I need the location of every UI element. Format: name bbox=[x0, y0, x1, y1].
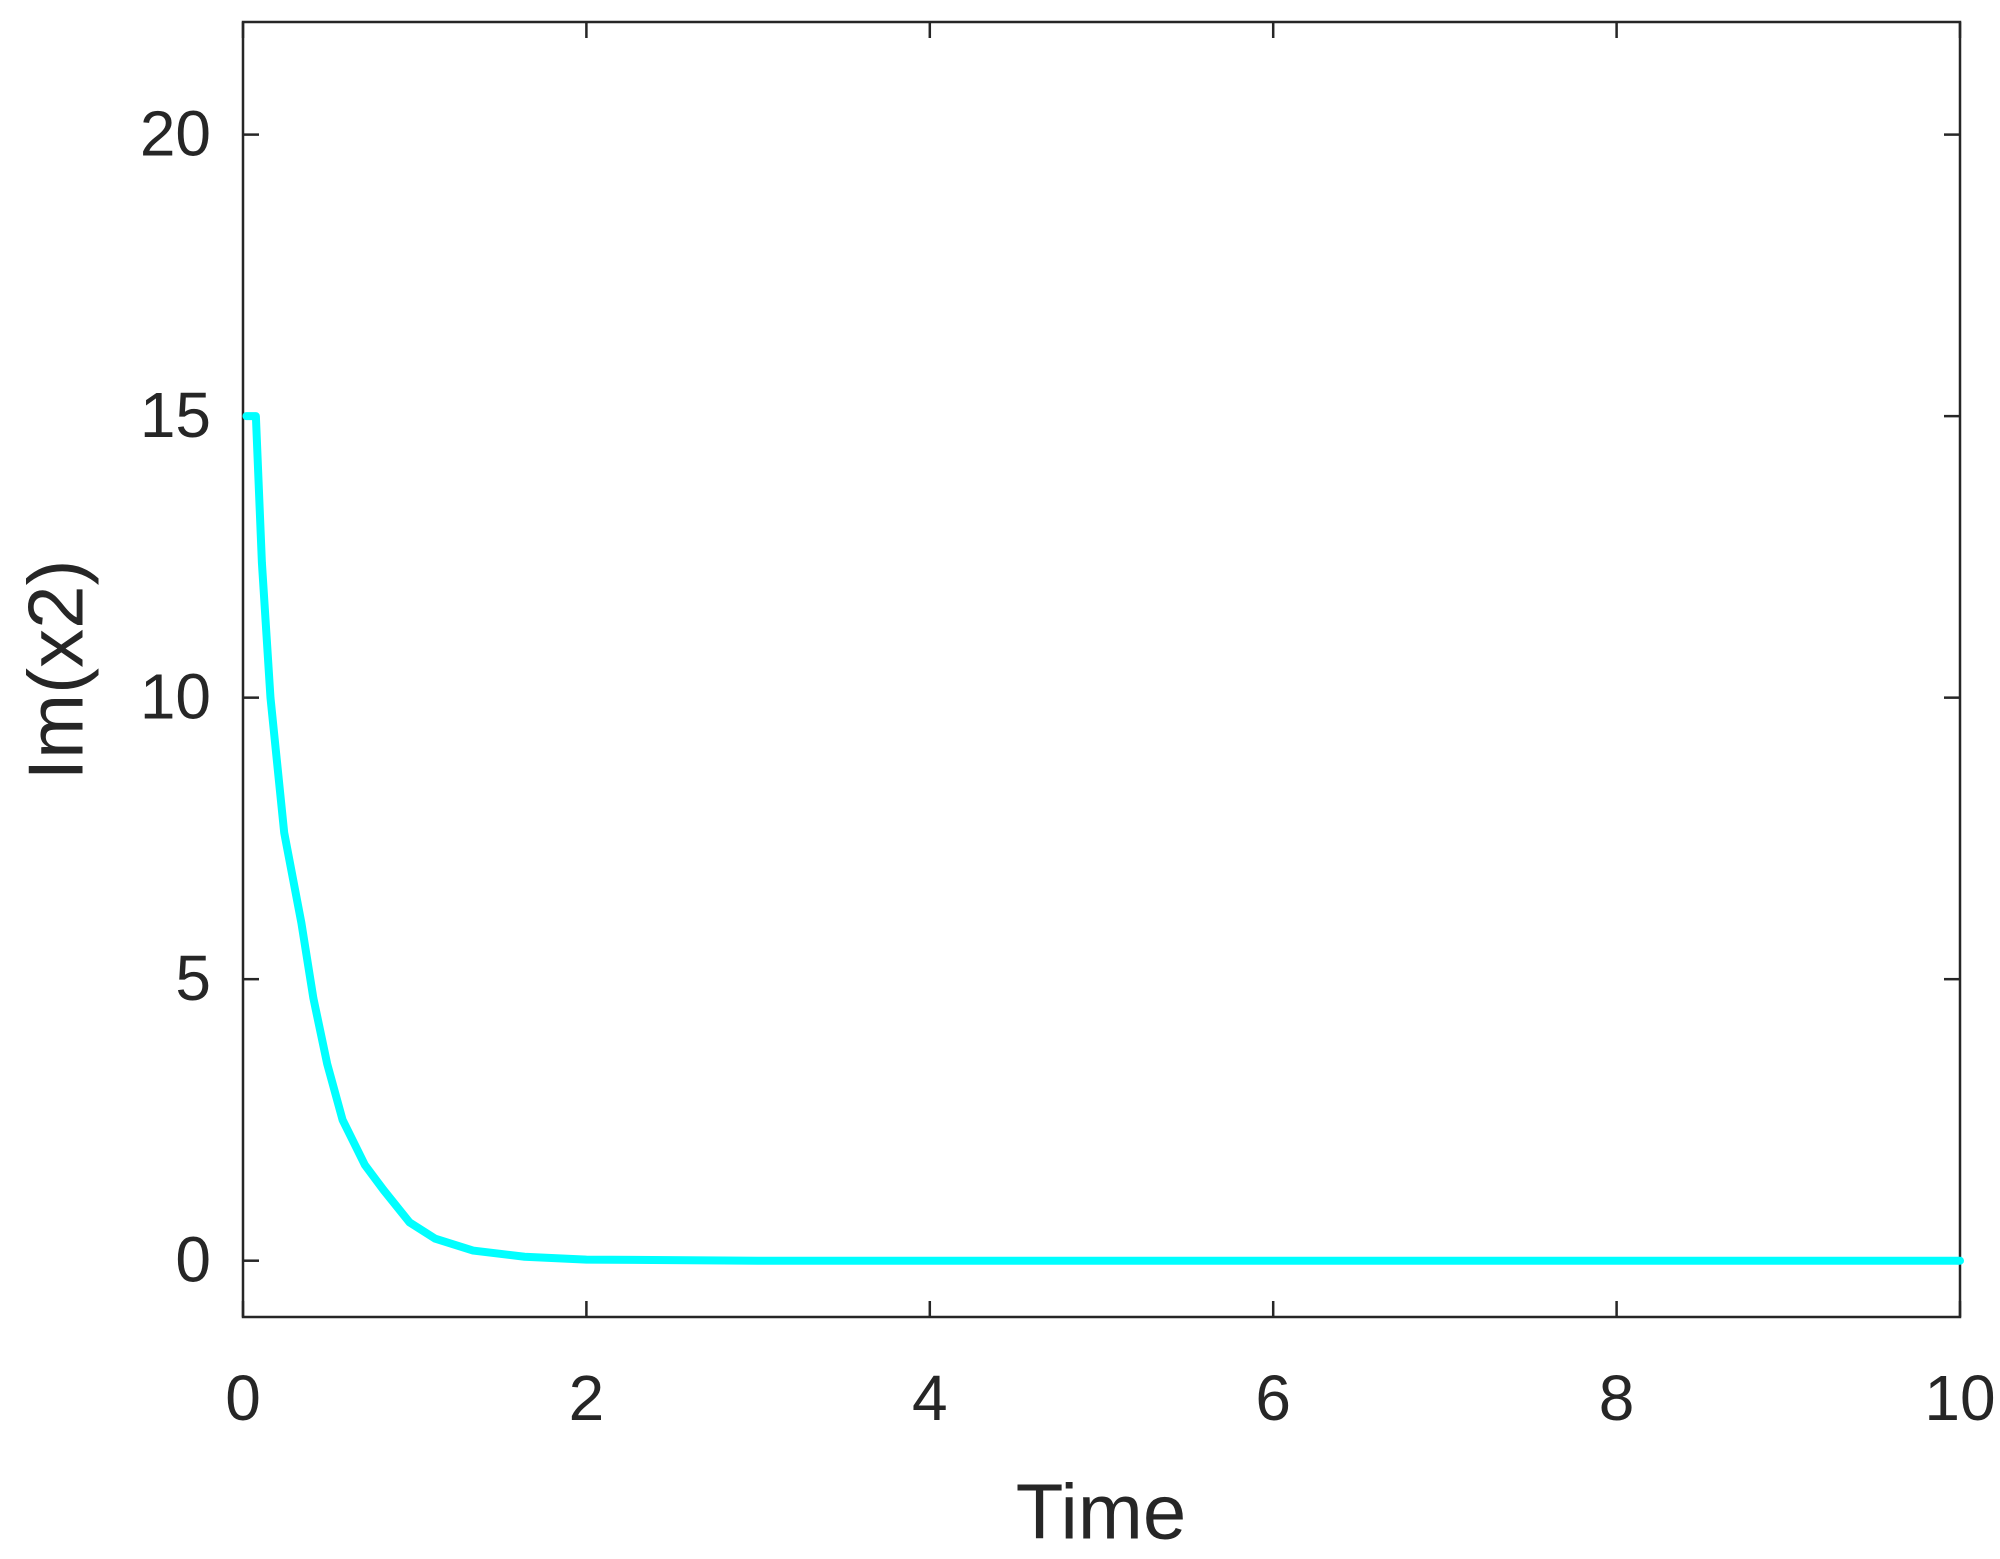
x-tick-label: 0 bbox=[225, 1362, 261, 1434]
y-tick-label: 0 bbox=[175, 1224, 211, 1296]
data-line bbox=[242, 412, 1964, 1265]
x-tick-label: 6 bbox=[1255, 1362, 1291, 1434]
x-tick-label: 8 bbox=[1599, 1362, 1635, 1434]
x-tick-label: 4 bbox=[912, 1362, 948, 1434]
x-tick-label: 10 bbox=[1924, 1362, 1995, 1434]
plot-frame bbox=[241, 20, 1962, 1319]
x-axis-label: Time bbox=[1016, 1468, 1186, 1556]
y-tick-label: 20 bbox=[140, 98, 211, 170]
y-tick-label: 10 bbox=[140, 661, 211, 733]
y-tick-label: 5 bbox=[175, 942, 211, 1014]
y-tick-label: 15 bbox=[140, 379, 211, 451]
x-tick-label: 2 bbox=[569, 1362, 605, 1434]
y-axis-label: Im(x2) bbox=[12, 560, 100, 781]
